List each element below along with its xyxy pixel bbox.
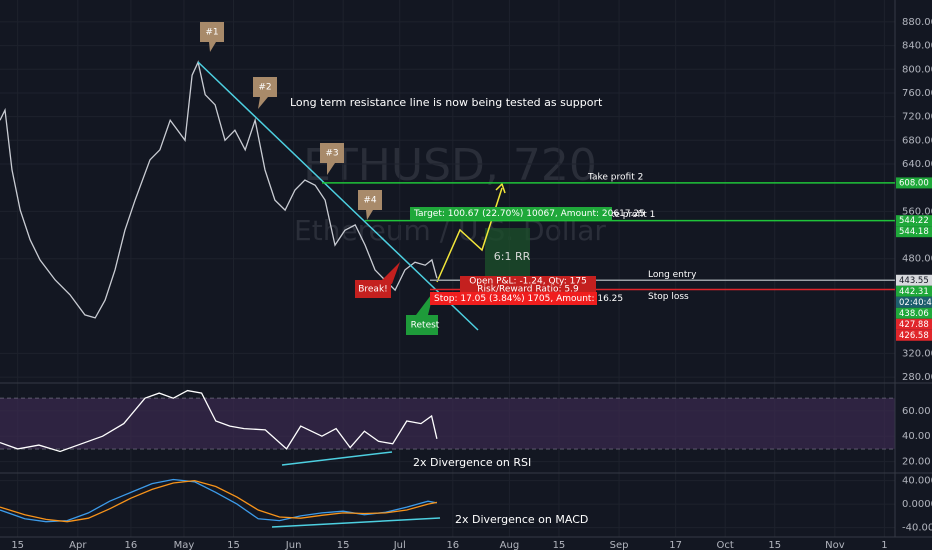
- x-tick-label: May: [174, 540, 195, 550]
- break-label: Break!: [358, 285, 388, 295]
- pivot-label: #2: [258, 83, 271, 93]
- y-tick-label: 640.00: [902, 159, 932, 170]
- pivot-label: #4: [363, 196, 377, 206]
- macd-note: 2x Divergence on MACD: [455, 513, 588, 526]
- pivot-4: #4: [358, 190, 382, 220]
- stop-label: Stop: 17.05 (3.84%) 1705, Amount: 16.25: [434, 294, 623, 304]
- price-label-bg: [896, 296, 932, 308]
- y-tick-label: 40.0000: [902, 476, 932, 487]
- pivot-1: #1: [200, 22, 224, 52]
- x-tick-label: 17: [669, 540, 682, 550]
- price-label-bg: [896, 307, 932, 319]
- level-label: Take profit 1: [599, 210, 655, 220]
- target-box: [410, 207, 612, 220]
- pnl-label: Open P&L: -1.24, Qty: 175: [469, 277, 587, 287]
- rr-label: 6:1 RR: [494, 250, 531, 263]
- price-label-bg: [896, 226, 932, 238]
- price-label: 02:40:40: [899, 298, 932, 308]
- y-tick-label: 320.00: [902, 348, 932, 359]
- y-tick-label: 760.00: [902, 88, 932, 99]
- axes: 15 Apr 16 May 15 Jun 15 Jul 16 Aug 15 Sep 17 Oct 15 Nov…: [11, 17, 932, 550]
- target-label: Target: 100.67 (22.70%) 10067, Amount: 2…: [413, 209, 645, 219]
- level-label: Stop loss: [648, 292, 689, 302]
- price-label: 427.88: [899, 320, 929, 330]
- x-tick-label: Aug: [500, 540, 520, 550]
- price-line: [0, 389, 438, 453]
- x-tick-label: Apr: [69, 540, 87, 550]
- ratio-label: Risk/Reward Ratio: 5.9: [477, 285, 579, 295]
- price-label: 442.31: [899, 287, 929, 297]
- price-line: [0, 479, 438, 523]
- pivot-2: #2: [253, 77, 277, 109]
- stop-box: [430, 292, 597, 305]
- y-tick-label: 680.00: [902, 135, 932, 146]
- price-label-bg: [896, 329, 932, 341]
- x-tick-label: 15: [553, 540, 566, 550]
- retest-label: Retest: [411, 321, 440, 331]
- price-label-bg: [896, 318, 932, 330]
- y-tick-label: 880.00: [902, 17, 932, 28]
- x-tick-label: 16: [125, 540, 138, 550]
- x-tick-label: Jul: [393, 540, 406, 550]
- x-tick-label: 15: [337, 540, 350, 550]
- level-label: Long entry: [648, 270, 697, 280]
- x-tick-label: Oct: [717, 540, 734, 550]
- arrow-head: [495, 182, 506, 194]
- price-label-bg: [896, 274, 932, 286]
- rr-zone: [485, 228, 530, 282]
- y-tick-label: 0.0000: [902, 499, 932, 510]
- price-label: 608.00: [899, 178, 929, 188]
- price-label-bg: [896, 285, 932, 297]
- pivot-label: #1: [205, 28, 218, 38]
- pivot-label: #3: [325, 149, 338, 159]
- price-label: 443.55: [899, 276, 929, 286]
- rsi-band: [0, 398, 895, 449]
- x-tick-label: 1: [881, 540, 887, 550]
- break: Break!: [355, 262, 400, 298]
- rsi-note: 2x Divergence on RSI: [413, 456, 531, 469]
- y-tick-label: 280.00: [902, 372, 932, 383]
- y-tick-label: 60.00: [902, 406, 931, 417]
- price-label: 544.18: [899, 227, 929, 237]
- y-tick-label: -40.0000: [902, 523, 932, 534]
- y-tick-label: 480.00: [902, 254, 932, 265]
- trend-line: [197, 61, 479, 331]
- y-tick-label: 840.00: [902, 41, 932, 52]
- note: Long term resistance line is now being t…: [290, 96, 603, 109]
- y-tick-label: 560.00: [902, 206, 932, 217]
- price-label: 544.22: [899, 216, 929, 226]
- y-tick-label: 720.00: [902, 112, 932, 123]
- x-tick-label: 15: [11, 540, 24, 550]
- x-tick-label: 15: [768, 540, 781, 550]
- pivot-3: #3: [320, 143, 344, 175]
- y-tick-label: 20.00: [902, 457, 931, 468]
- x-tick-label: Sep: [610, 540, 629, 550]
- rsi-divergence: [281, 451, 393, 466]
- price-label-bg: [896, 215, 932, 227]
- series: [0, 60, 438, 523]
- x-tick-label: 15: [227, 540, 240, 550]
- x-tick-label: Nov: [825, 540, 845, 550]
- y-tick-label: 40.00: [902, 431, 931, 442]
- price-label: 438.06: [899, 309, 929, 319]
- pnl-box: [460, 276, 596, 292]
- price-label: 426.58: [899, 331, 929, 341]
- y-tick-label: 800.00: [902, 64, 932, 75]
- x-tick-label: Jun: [285, 540, 302, 550]
- level-label: Take profit 2: [587, 172, 643, 182]
- x-tick-label: 16: [446, 540, 459, 550]
- price-label-bg: [896, 177, 932, 189]
- macd-divergence: [271, 517, 441, 528]
- price-line: [0, 60, 438, 319]
